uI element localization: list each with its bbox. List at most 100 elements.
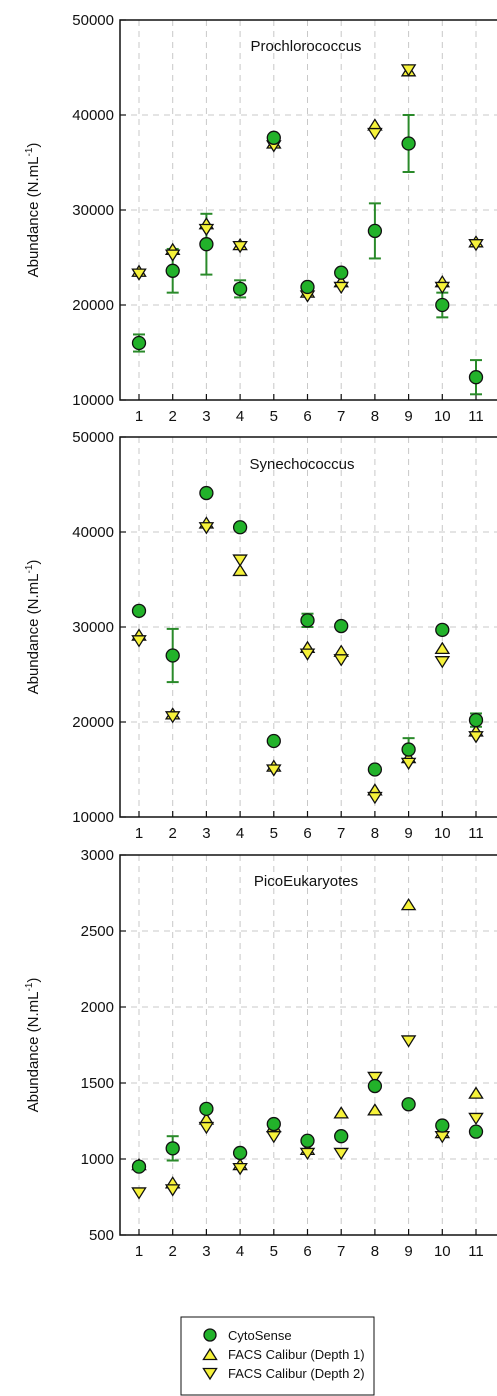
- panel-synechococcus: Synechococcus Abundance (N.mL-1) 10000 20…: [24, 429, 497, 842]
- panel-1-ytick-label-2: 30000: [72, 202, 114, 219]
- panel-2-ytick-label-3: 40000: [72, 524, 114, 541]
- panel-1-tri-down-point-1: [164, 249, 181, 262]
- panel-3-circle-point-5: [300, 1133, 315, 1148]
- legend-label-2: FACS Calibur (Depth 2): [228, 1366, 365, 1381]
- legend-marker-1: [202, 1347, 218, 1361]
- panel-3-ytick-label-3: 2000: [81, 999, 114, 1016]
- panel-3-ytick-label-1: 1000: [81, 1151, 114, 1168]
- panel-2-tri-down-point-4: [266, 764, 282, 777]
- panel-1-marks: [131, 64, 484, 396]
- panel-3-y-axis-title: Abundance (N.mL-1): [24, 978, 42, 1113]
- panel-3-xtick-label-6: 7: [337, 1243, 345, 1260]
- panel-1-xtick-label-9: 10: [434, 408, 451, 425]
- panel-1-ylabel-sup: -1: [24, 147, 35, 156]
- panel-3-circle-point-0: [131, 1159, 147, 1174]
- panel-1-tri-down-point-2: [198, 223, 215, 237]
- panel-2-xtick-label-4: 5: [270, 825, 278, 842]
- panel-2-circle-point-9: [435, 622, 450, 637]
- panel-3-tri-up-point-7: [367, 1103, 383, 1116]
- panel-3-xtick-label-0: 1: [135, 1243, 143, 1260]
- panel-1-tri-down-point-6: [333, 281, 349, 295]
- panel-3-circle-point-2: [199, 1101, 214, 1116]
- panel-2-xtick-label-2: 3: [202, 825, 210, 842]
- panel-2-tri-down-point-8: [400, 757, 417, 771]
- panel-3-tri-up-point-6: [333, 1106, 349, 1119]
- panel-2-tri-up-point-9: [434, 641, 451, 654]
- panel-1-xtick-label-6: 7: [337, 408, 345, 425]
- panel-3-tri-down-point-6: [333, 1147, 349, 1161]
- panel-2-tri-up-point-3: [232, 563, 248, 577]
- panel-1-circle-point-3: [232, 281, 248, 297]
- panel-2-circle-point-3: [232, 520, 248, 535]
- panel-2-tri-down-point-10: [468, 731, 484, 744]
- panel-2-x-ticks: 1 2 3 4 5 6 7 8 9 10 11: [135, 811, 484, 842]
- panel-1-tri-down-point-7: [367, 127, 383, 141]
- panel-1-grid: [120, 20, 497, 400]
- panel-1-circle-point-10: [468, 370, 484, 385]
- panel-2-ytick-label-2: 30000: [72, 619, 114, 636]
- panel-3-tri-down-point-10: [468, 1112, 484, 1126]
- panel-1-xtick-label-5: 6: [303, 408, 311, 425]
- panel-2-xtick-label-5: 6: [303, 825, 311, 842]
- panel-2-ylabel-main: Abundance (N.mL: [25, 574, 42, 695]
- panel-3-xtick-label-10: 11: [468, 1243, 484, 1260]
- panel-2-tri-down-point-2: [198, 522, 215, 535]
- panel-3-frame: [119, 854, 497, 1236]
- panel-3-ylabel-sup: -1: [24, 982, 35, 991]
- panel-2-circle-point-8: [401, 742, 416, 757]
- panel-3-circle-point-9: [435, 1118, 450, 1133]
- panel-3-tri-down-point-4: [266, 1131, 282, 1144]
- panel-3-marks: [131, 897, 484, 1200]
- panel-2-marks: [131, 485, 484, 805]
- panel-2-tri-down-point-5: [299, 648, 316, 661]
- panel-3-circle-point-4: [266, 1116, 281, 1132]
- panel-1-circle-point-8: [401, 136, 416, 151]
- panel-3-circle-point-6: [334, 1129, 349, 1144]
- panel-3-ylabel-main: Abundance (N.mL: [25, 992, 42, 1113]
- panel-2-tri-down-point-3: [232, 554, 248, 567]
- panel-1-ytick-label-0: 10000: [72, 392, 114, 409]
- panel-2-tri-down-point-9: [434, 656, 451, 669]
- panel-2-xtick-label-7: 8: [371, 825, 379, 842]
- panel-2-tri-down-point-7: [367, 791, 383, 805]
- panel-1-x-ticks: 1 2 3 4 5 6 7 8 9 10 11: [135, 394, 484, 425]
- panel-1-circle-point-9: [435, 297, 450, 313]
- panel-3-grid: [120, 855, 497, 1235]
- panel-2-xtick-label-9: 10: [434, 825, 451, 842]
- panel-3-ylabel-close: ): [25, 978, 42, 983]
- panel-2-y-ticks: 10000 20000 30000 40000 50000: [72, 429, 126, 826]
- panel-2-xtick-label-8: 9: [404, 825, 412, 842]
- panel-3-xtick-label-8: 9: [404, 1243, 412, 1260]
- panel-2-xtick-label-0: 1: [135, 825, 143, 842]
- legend-marker-2: [202, 1367, 218, 1381]
- panel-2-xtick-label-1: 2: [169, 825, 177, 842]
- panel-3-xtick-label-3: 4: [236, 1243, 244, 1260]
- panel-3-xtick-label-2: 3: [202, 1243, 210, 1260]
- panel-3-ytick-label-2: 1500: [81, 1075, 114, 1092]
- panel-3-tri-down-point-8: [400, 1035, 417, 1048]
- panel-2-xtick-label-10: 11: [468, 825, 484, 842]
- legend-triangle-down-marker: [202, 1367, 218, 1381]
- panel-3-tri-down-point-1: [164, 1184, 181, 1197]
- panel-2-circle-point-4: [266, 733, 281, 749]
- panel-2-circle-point-7: [367, 762, 383, 777]
- panel-3-xtick-label-9: 10: [434, 1243, 451, 1260]
- panel-2-circle-point-0: [131, 603, 147, 618]
- panel-3-xtick-label-1: 2: [169, 1243, 177, 1260]
- panel-2-circle-point-5: [300, 613, 315, 628]
- panel-2-tri-down-point-1: [164, 711, 181, 724]
- panel-picoeukaryotes: PicoEukaryotes Abundance (N.mL-1) 500 100…: [24, 847, 497, 1260]
- panel-2-ytick-label-1: 20000: [72, 714, 114, 731]
- panel-3-xtick-label-5: 6: [303, 1243, 311, 1260]
- panel-1-xtick-label-0: 1: [135, 408, 143, 425]
- panel-1-tri-down-point-8: [400, 64, 417, 77]
- panel-1-xtick-label-2: 3: [202, 408, 210, 425]
- panel-3-tri-up-point-8: [400, 897, 417, 911]
- panel-2-xtick-label-3: 4: [236, 825, 244, 842]
- panel-3-tri-down-point-3: [232, 1162, 248, 1176]
- panel-2-circle-point-10: [468, 712, 484, 728]
- panel-1-xtick-label-10: 11: [468, 408, 484, 425]
- panel-1-title: Prochlorococcus: [251, 38, 362, 55]
- panel-1-y-ticks: 10000 20000 30000 40000 50000: [72, 12, 126, 409]
